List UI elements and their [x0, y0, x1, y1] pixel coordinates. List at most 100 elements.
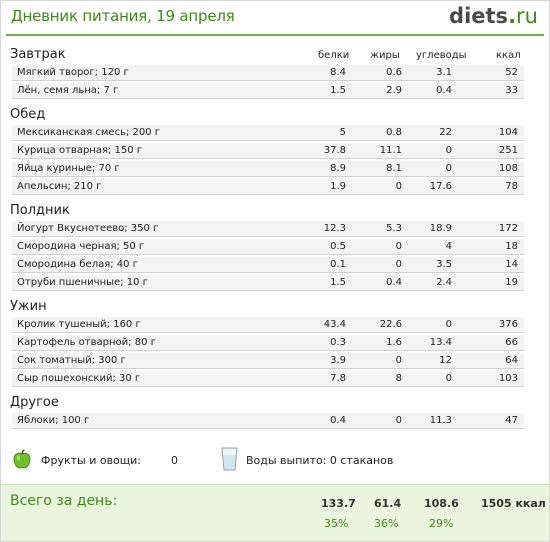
food-row: Йогурт Вкуснотеево; 350 г 12.3 5.3 18.9 …	[12, 221, 524, 237]
food-row: Мягкий творог; 120 г 8.4 0.6 3.1 52	[12, 65, 524, 81]
water-drunk-label: Воды выпито: 0 стаканов	[246, 454, 394, 467]
header-divider	[6, 34, 544, 36]
food-fat: 0.4	[386, 277, 402, 288]
food-protein: 5	[339, 127, 346, 138]
food-row: Смородина белая; 40 г 0.1 0 3.5 14	[12, 257, 524, 273]
food-carbs: 0	[445, 319, 452, 330]
food-row: Картофель отварной; 80 г 0.3 1.6 13.4 66	[12, 335, 524, 351]
food-row: Яблоки; 100 г 0.4 0 11.3 47	[12, 413, 524, 429]
column-header-protein: белки	[318, 50, 350, 61]
food-carbs: 3.1	[436, 67, 452, 78]
food-fat: 0	[395, 241, 402, 252]
food-protein: 1.5	[330, 277, 346, 288]
water-glass-icon	[221, 447, 238, 471]
food-fat: 0.6	[386, 67, 402, 78]
food-name: Лён, семя льна; 7 г	[17, 85, 119, 96]
food-fat: 22.6	[379, 319, 402, 330]
food-carbs: 22	[439, 127, 452, 138]
food-name: Яйца куриные; 70 г	[17, 163, 120, 174]
food-name: Сок томатный; 300 г	[17, 355, 126, 366]
food-protein: 0.3	[330, 337, 346, 348]
meal-title-breakfast: Завтрак	[10, 47, 66, 62]
column-header-fat: жиры	[370, 50, 400, 61]
food-row: Апельсин; 210 г 1.9 0 17.6 78	[12, 179, 524, 195]
food-kcal: 251	[498, 145, 518, 156]
meal-title-dinner: Ужин	[10, 299, 47, 314]
food-carbs: 4	[445, 241, 452, 252]
food-kcal: 66	[505, 337, 518, 348]
food-protein: 3.9	[330, 355, 346, 366]
food-kcal: 52	[505, 67, 518, 78]
total-kcal: 1505 ккал	[481, 497, 546, 510]
food-name: Картофель отварной; 80 г	[17, 337, 156, 348]
total-fat: 61.4	[374, 497, 402, 510]
food-row: Курица отварная; 150 г 37.8 11.1 0 251	[12, 143, 524, 159]
site-logo[interactable]: diets.ru	[449, 4, 538, 28]
food-row: Сыр пошехонский; 30 г 7.8 8 0 103	[12, 371, 524, 387]
food-kcal: 103	[498, 373, 518, 384]
food-kcal: 19	[505, 277, 518, 288]
food-kcal: 104	[498, 127, 518, 138]
food-protein: 1.5	[330, 85, 346, 96]
total-protein: 133.7	[321, 497, 356, 510]
food-protein: 1.9	[330, 181, 346, 192]
food-name: Мексиканская смесь; 200 г	[17, 127, 161, 138]
food-name: Смородина черная; 50 г	[17, 241, 145, 252]
food-name: Мягкий творог; 120 г	[17, 67, 129, 78]
food-protein: 43.4	[323, 319, 346, 330]
column-header-kcal: ккал	[496, 50, 521, 61]
food-kcal: 33	[505, 85, 518, 96]
food-row: Мексиканская смесь; 200 г 5 0.8 22 104	[12, 125, 524, 141]
food-row: Отруби пшеничные; 10 г 1.5 0.4 2.4 19	[12, 275, 524, 291]
food-kcal: 64	[505, 355, 518, 366]
food-carbs: 3.5	[436, 259, 452, 270]
food-carbs: 18.9	[429, 223, 452, 234]
food-row: Сок томатный; 300 г 3.9 0 12 64	[12, 353, 524, 369]
food-kcal: 108	[498, 163, 518, 174]
food-carbs: 0	[445, 163, 452, 174]
fruits-veggies-label: Фрукты и овощи:	[41, 454, 141, 467]
food-fat: 0.8	[386, 127, 402, 138]
logo-main: diets	[449, 4, 509, 28]
food-kcal: 172	[498, 223, 518, 234]
food-name: Смородина белая; 40 г	[17, 259, 138, 270]
food-fat: 0	[395, 355, 402, 366]
food-name: Яблоки; 100 г	[17, 415, 90, 426]
food-carbs: 2.4	[436, 277, 452, 288]
food-carbs: 13.4	[429, 337, 452, 348]
food-fat: 8.1	[386, 163, 402, 174]
column-header-carbs: углеводы	[416, 50, 467, 61]
food-kcal: 376	[498, 319, 518, 330]
apple-icon	[13, 449, 31, 469]
food-row: Кролик тушеный; 160 г 43.4 22.6 0 376	[12, 317, 524, 333]
logo-tld: ru	[516, 4, 538, 28]
food-fat: 8	[395, 373, 402, 384]
food-kcal: 18	[505, 241, 518, 252]
food-fat: 1.6	[386, 337, 402, 348]
food-carbs: 11.3	[429, 415, 452, 426]
food-protein: 0.1	[330, 259, 346, 270]
food-fat: 2.9	[386, 85, 402, 96]
food-kcal: 47	[505, 415, 518, 426]
food-carbs: 0	[445, 373, 452, 384]
food-kcal: 78	[505, 181, 518, 192]
food-name: Кролик тушеный; 160 г	[17, 319, 141, 330]
logo-dot: .	[508, 4, 517, 28]
food-protein: 0.5	[330, 241, 346, 252]
fruits-veggies-value: 0	[171, 454, 178, 467]
food-row: Яйца куриные; 70 г 8.9 8.1 0 108	[12, 161, 524, 177]
food-fat: 0	[395, 415, 402, 426]
food-fat: 5.3	[386, 223, 402, 234]
food-name: Сыр пошехонский; 30 г	[17, 373, 141, 384]
meal-title-other: Другое	[10, 395, 59, 410]
total-carbs-percent: 29%	[429, 517, 454, 530]
total-carbs: 108.6	[424, 497, 459, 510]
food-carbs: 0	[445, 145, 452, 156]
food-carbs: 17.6	[429, 181, 452, 192]
food-carbs: 0.4	[436, 85, 452, 96]
total-fat-percent: 36%	[374, 517, 399, 530]
total-protein-percent: 35%	[324, 517, 349, 530]
meal-title-lunch: Обед	[10, 107, 46, 122]
food-protein: 12.3	[323, 223, 346, 234]
food-protein: 8.9	[330, 163, 346, 174]
